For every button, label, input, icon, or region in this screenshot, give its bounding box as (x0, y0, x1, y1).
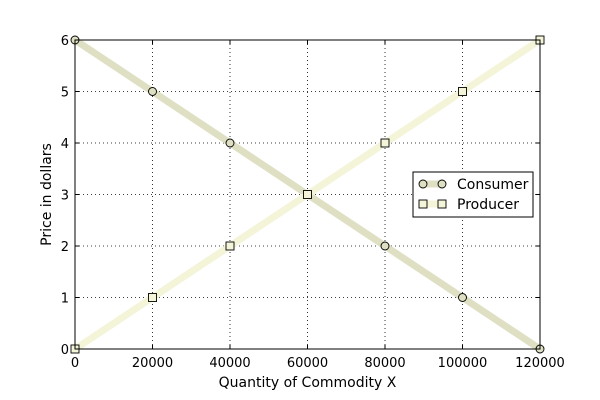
legend-marker-right-producer (437, 199, 447, 209)
y-tick-label-3: 3 (61, 189, 69, 204)
consumer-point-4 (380, 241, 390, 251)
y-tick-label-4: 4 (61, 137, 69, 152)
producer-point-5 (458, 87, 467, 96)
x-tick-label-1: 20000 (132, 356, 173, 371)
legend-entry-producer: Producer (418, 197, 519, 213)
x-tick-label-0: 0 (71, 356, 79, 371)
y-tick-label-5: 5 (61, 86, 69, 101)
consumer-point-1 (148, 87, 157, 96)
y-tick-label-1: 1 (61, 292, 69, 307)
legend-box (412, 171, 534, 218)
producer-point-1 (148, 293, 157, 302)
legend-marker-right-consumer (437, 179, 447, 189)
producer-point-4 (380, 138, 390, 148)
y-tick-label-0: 0 (61, 343, 69, 358)
legend-marker-left-producer (418, 199, 428, 209)
y-tick-label-6: 6 (61, 34, 69, 49)
x-tick-label-5: 100000 (438, 356, 488, 371)
producer-point-3 (303, 190, 312, 199)
consumer-point-2 (225, 138, 235, 148)
series-layer (70, 35, 545, 354)
legend-marker-left-consumer (418, 179, 428, 189)
legend-entry-consumer: Consumer (418, 177, 529, 193)
y-axis-label: Price in dollars (39, 143, 55, 246)
legend-label-producer: Producer (457, 197, 519, 213)
x-tick-label-6: 120000 (515, 356, 565, 371)
legend-label-consumer: Consumer (457, 177, 529, 193)
legend: Consumer Producer (412, 171, 534, 218)
ticks: 0 20000 40000 60000 80000 100000 120000 0 1 2 3 4 5 6 (61, 34, 565, 371)
consumer-point-5 (458, 293, 467, 302)
x-tick-label-2: 40000 (209, 356, 250, 371)
x-tick-label-4: 80000 (364, 356, 405, 371)
y-tick-label-2: 2 (61, 240, 69, 255)
x-tick-label-3: 60000 (287, 356, 328, 371)
producer-point-2 (225, 241, 235, 251)
x-axis-label: Quantity of Commodity X (219, 375, 397, 391)
